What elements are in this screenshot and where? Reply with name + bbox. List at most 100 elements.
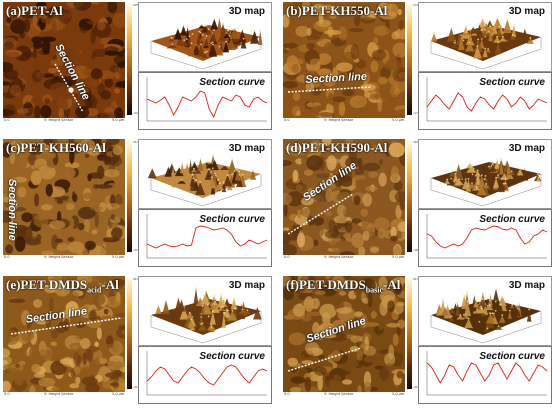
label-suffix: Al	[374, 140, 388, 155]
label-main: (e)PET-DMDS	[6, 277, 88, 292]
afm-height-image: (d)PET-KH590-Al Section line	[283, 139, 405, 255]
section-curve-chart	[426, 351, 548, 396]
scale-start: 0.0	[4, 255, 10, 259]
afm-height-image: (b)PET-KH550-Al Section line	[283, 2, 405, 118]
section-curve-plot: Section curve	[138, 346, 272, 404]
channel-name: 5: Height Sensor	[44, 392, 74, 396]
panel-label: (b)PET-KH550-Al	[286, 3, 387, 21]
height-colorbar	[127, 3, 132, 115]
label-subscript: acid	[87, 285, 102, 295]
surface-3d	[150, 287, 262, 344]
label-suffix: Al	[374, 3, 388, 18]
map-3d: 3D map	[138, 276, 272, 346]
label-main: (b)PET-KH550-	[286, 3, 375, 18]
scale-end: 5.0 μm	[112, 118, 125, 122]
section-profile-line	[146, 225, 268, 249]
afm-height-image: (f)PET-DMDSbasic-Al Section line	[283, 276, 405, 392]
section-profile-line	[146, 90, 268, 119]
channel-name: 5: Height Sensor	[324, 392, 354, 396]
section-curve-label: Section curve	[199, 351, 265, 362]
section-curve-chart	[426, 214, 548, 259]
channel-name: 5: Height Sensor	[324, 255, 354, 259]
panel-label: (a)PET-Al	[6, 3, 63, 21]
section-curve-chart	[146, 214, 268, 259]
map-3d: 3D map	[138, 2, 272, 72]
height-colorbar	[407, 140, 412, 252]
afm-texture	[3, 276, 125, 392]
scale-start: 0.0	[284, 118, 290, 122]
afm-height-image: (a)PET-Al Section line	[3, 2, 125, 118]
afm-height-image: (c)PET-KH560-Al Section line	[3, 139, 125, 255]
section-line-label: Section line	[6, 179, 18, 241]
section-curve-plot: Section curve	[138, 72, 272, 130]
section-profile-line	[146, 364, 268, 386]
map-3d-label: 3D map	[508, 280, 545, 291]
afm-height-image: (e)PET-DMDSacid-Al Section line	[3, 276, 125, 392]
surface-3d	[150, 17, 263, 70]
section-curve-label: Section curve	[199, 214, 265, 225]
label-suffix: Al	[92, 140, 106, 155]
section-curve-label: Section curve	[479, 351, 545, 362]
scale-start: 0.0	[4, 118, 10, 122]
map-3d-label: 3D map	[228, 280, 265, 291]
map-3d: 3D map	[418, 276, 552, 346]
map-3d-label: 3D map	[228, 6, 265, 17]
afm-texture	[283, 276, 405, 392]
label-main: (c)PET-KH560-	[6, 140, 93, 155]
scale-start: 0.0	[4, 392, 10, 396]
section-curve-plot: Section curve	[418, 72, 552, 130]
surface-3d	[147, 154, 262, 207]
section-curve-chart	[426, 77, 548, 122]
surface-3d	[430, 287, 542, 344]
section-curve-label: Section curve	[199, 77, 265, 88]
height-colorbar	[407, 3, 412, 115]
channel-name: 5: Height Sensor	[324, 118, 354, 122]
channel-name: 5: Height Sensor	[44, 255, 74, 259]
section-curve-plot: Section curve	[418, 209, 552, 267]
section-curve-label: Section curve	[479, 214, 545, 225]
scale-end: 5.0 μm	[112, 255, 125, 259]
label-suffix: Al	[49, 3, 63, 18]
section-curve-chart	[146, 77, 268, 122]
afm-texture	[3, 139, 125, 255]
surface-3d	[430, 157, 542, 207]
section-profile-line	[426, 225, 548, 249]
panel-label: (c)PET-KH560-Al	[6, 140, 106, 158]
label-subscript: basic	[365, 285, 384, 295]
section-curve-plot: Section curve	[138, 209, 272, 267]
scale-end: 5.0 μm	[112, 392, 125, 396]
map-3d-label: 3D map	[508, 143, 545, 154]
panel-label: (e)PET-DMDSacid-Al	[6, 277, 119, 295]
afm-texture	[283, 139, 405, 255]
map-3d: 3D map	[418, 139, 552, 209]
section-profile-line	[426, 362, 548, 384]
panel-label: (f)PET-DMDSbasic-Al	[286, 277, 400, 295]
section-curve-chart	[146, 351, 268, 396]
height-colorbar	[127, 277, 132, 389]
scale-end: 5.0 μm	[392, 255, 405, 259]
height-colorbar	[127, 140, 132, 252]
label-main: (f)PET-DMDS	[286, 277, 366, 292]
label-main: (d)PET-KH590-	[286, 140, 375, 155]
map-3d-label: 3D map	[508, 6, 545, 17]
scale-end: 5.0 μm	[392, 118, 405, 122]
map-3d: 3D map	[138, 139, 272, 209]
map-3d: 3D map	[418, 2, 552, 72]
map-3d-label: 3D map	[228, 143, 265, 154]
section-profile-line	[426, 92, 548, 112]
height-colorbar	[407, 277, 412, 389]
label-suffix: -Al	[101, 277, 119, 292]
label-suffix: -Al	[383, 277, 401, 292]
scale-start: 0.0	[284, 392, 290, 396]
section-curve-label: Section curve	[479, 77, 545, 88]
afm-texture	[3, 2, 125, 118]
label-main: (a)PET-	[6, 3, 50, 18]
section-curve-plot: Section curve	[418, 346, 552, 404]
scale-end: 5.0 μm	[392, 392, 405, 396]
